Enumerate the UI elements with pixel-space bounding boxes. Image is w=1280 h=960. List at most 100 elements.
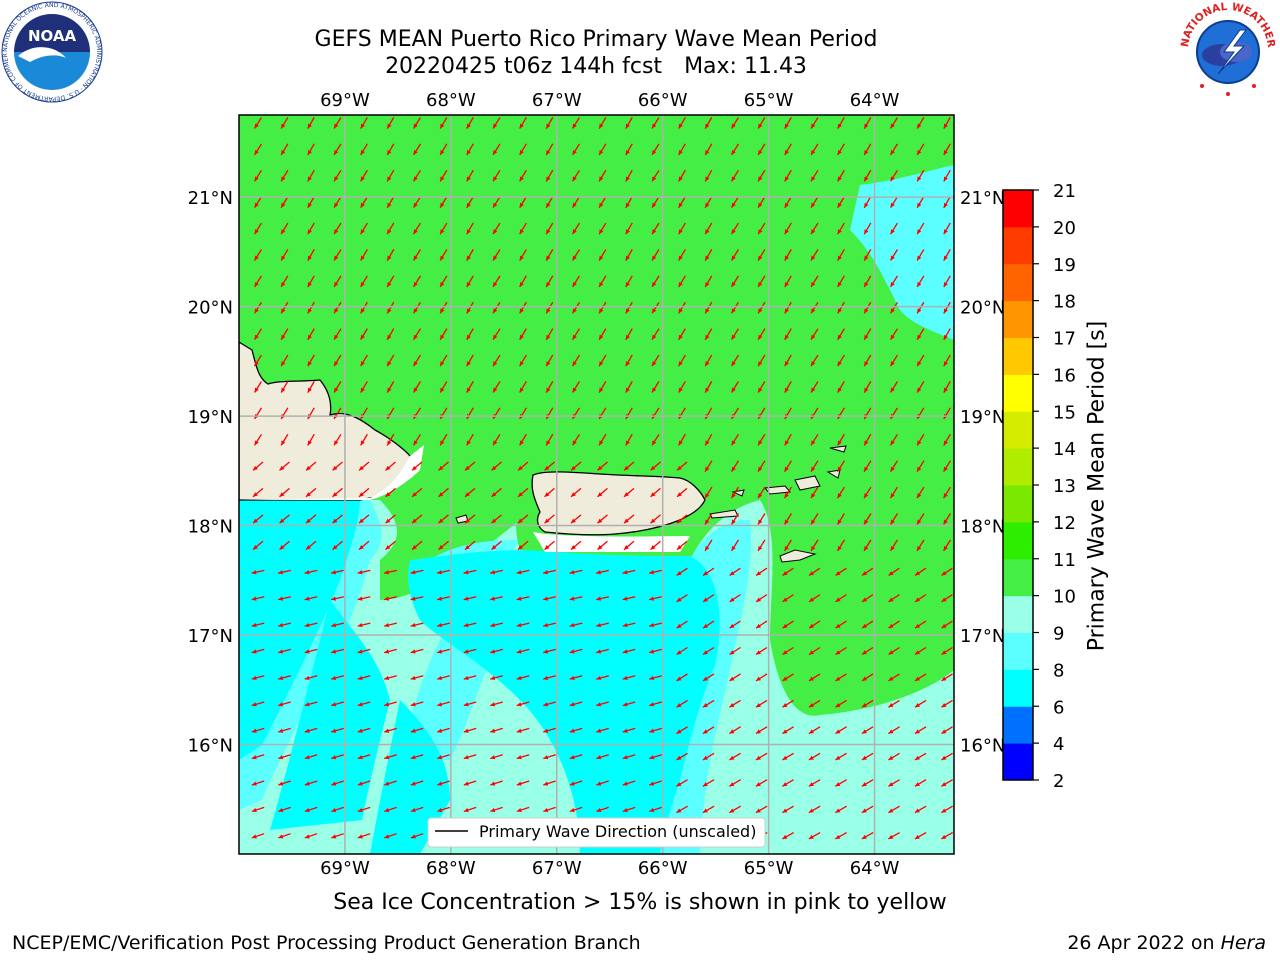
wave-arrow xyxy=(251,648,265,654)
wave-arrow xyxy=(572,117,580,129)
wave-arrow xyxy=(331,569,344,575)
wave-arrow xyxy=(943,117,951,129)
wave-arrow xyxy=(544,514,555,524)
wave-arrow xyxy=(888,726,900,735)
wave-arrow xyxy=(385,514,396,524)
wave-arrow xyxy=(466,433,474,446)
wave-arrow xyxy=(890,249,898,261)
wave-arrow xyxy=(808,779,821,787)
wave-arrow xyxy=(439,328,448,341)
wave-arrow xyxy=(916,143,925,156)
wave-arrow xyxy=(251,833,265,839)
wave-arrow xyxy=(305,487,317,498)
wave-arrow xyxy=(914,779,927,787)
wave-arrow xyxy=(784,433,792,446)
wave-arrow xyxy=(914,620,927,629)
period-6-8-region xyxy=(239,500,720,854)
wave-arrow xyxy=(357,806,371,813)
wave-arrow xyxy=(943,301,951,314)
wave-arrow xyxy=(519,328,527,341)
wave-arrow xyxy=(545,301,554,314)
colorbar-segment xyxy=(1003,411,1033,449)
wave-arrow xyxy=(651,222,660,235)
wave-arrow xyxy=(490,648,503,654)
longitude-label: 65°W xyxy=(744,858,794,879)
wave-arrow xyxy=(757,328,766,341)
colorbar-segment xyxy=(1003,263,1033,302)
wave-arrow xyxy=(519,381,527,393)
wave-arrow xyxy=(835,805,847,814)
colorbar-tick-label: 17 xyxy=(1053,329,1076,350)
wave-arrow xyxy=(623,487,635,498)
wave-arrow xyxy=(625,381,633,393)
wave-arrow xyxy=(492,169,501,182)
wave-arrow xyxy=(968,780,979,787)
wave-arrow xyxy=(437,780,450,786)
wave-arrow xyxy=(384,596,397,601)
wave-arrow xyxy=(729,805,741,814)
wave-arrow xyxy=(704,301,713,314)
wave-arrow xyxy=(251,701,265,707)
wave-arrow xyxy=(757,539,766,552)
wave-arrow xyxy=(676,726,688,735)
wave-arrow xyxy=(464,461,476,471)
wave-arrow xyxy=(890,301,898,314)
wave-arrow xyxy=(490,596,503,601)
wave-arrow xyxy=(757,143,766,156)
wave-arrow xyxy=(545,222,554,235)
longitude-label: 65°W xyxy=(744,90,794,111)
wave-arrow xyxy=(466,381,474,393)
colorbar-tick-label: 18 xyxy=(1053,292,1076,313)
wave-arrow xyxy=(916,222,925,235)
wave-arrow xyxy=(252,461,264,471)
wave-arrow xyxy=(466,143,474,156)
wave-arrow xyxy=(757,301,766,314)
wave-arrow xyxy=(837,486,845,499)
wave-arrow xyxy=(357,727,371,733)
wave-arrow xyxy=(439,433,448,446)
wave-arrow xyxy=(490,806,503,813)
colorbar-segment xyxy=(1003,485,1033,523)
wave-arrow xyxy=(597,540,608,551)
wave-arrow xyxy=(463,675,477,681)
wave-arrow xyxy=(516,569,530,575)
wave-arrow xyxy=(625,354,633,367)
virgin-islands xyxy=(764,445,847,495)
longitude-label: 69°W xyxy=(320,858,370,879)
wave-arrow xyxy=(439,301,448,314)
wave-arrow xyxy=(757,196,766,209)
wave-arrow xyxy=(810,143,819,156)
wave-arrow xyxy=(517,461,529,471)
wave-arrow xyxy=(490,701,503,707)
longitude-labels-top: 69°W 68°W 67°W 66°W 65°W 64°W xyxy=(320,90,900,111)
wave-arrow xyxy=(385,461,396,471)
wave-arrow xyxy=(704,117,713,129)
wave-arrow xyxy=(384,833,397,839)
wave-arrow xyxy=(731,117,739,129)
wave-arrow xyxy=(678,222,686,235)
wave-arrow xyxy=(678,354,686,367)
wave-arrow xyxy=(676,461,688,471)
wave-arrow xyxy=(782,620,794,629)
latitude-label: 21°N xyxy=(960,188,1005,209)
wave-arrow xyxy=(676,699,688,708)
wave-arrow xyxy=(676,487,688,498)
wave-arrow xyxy=(729,699,741,708)
wave-arrow xyxy=(835,673,847,682)
wave-arrow xyxy=(731,381,739,393)
wave-arrow xyxy=(280,354,289,367)
map-area xyxy=(239,115,979,854)
wave-arrow xyxy=(731,249,739,261)
colorbar-segment xyxy=(1003,300,1033,338)
wave-arrow xyxy=(970,144,977,155)
wave-arrow xyxy=(863,222,872,235)
wave-arrow xyxy=(411,514,423,524)
latitude-label: 16°N xyxy=(960,736,1005,757)
wave-arrow xyxy=(943,275,951,288)
wave-arrow xyxy=(651,381,660,393)
wave-arrow xyxy=(943,486,951,499)
wave-arrow xyxy=(916,381,925,393)
wave-arrow xyxy=(307,196,315,209)
wave-arrow xyxy=(545,117,554,129)
wave-arrow xyxy=(492,117,501,129)
